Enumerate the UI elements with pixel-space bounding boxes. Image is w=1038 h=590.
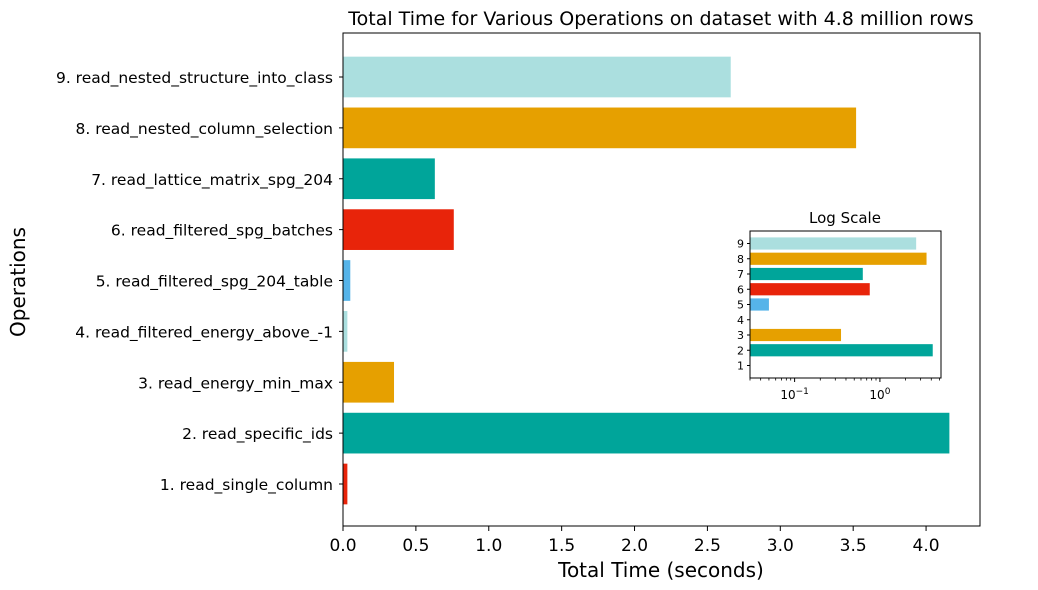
bar bbox=[343, 260, 351, 301]
y-tick-label: 2. read_specific_ids bbox=[182, 425, 333, 444]
y-tick-label: 3. read_energy_min_max bbox=[138, 374, 333, 393]
y-tick-label: 9. read_nested_structure_into_class bbox=[56, 69, 333, 88]
inset-y-tick-label: 8 bbox=[737, 253, 744, 266]
y-tick-label: 5. read_filtered_spg_204_table bbox=[96, 273, 333, 292]
inset-y-tick-label: 7 bbox=[737, 268, 744, 281]
inset-y-tick-label: 3 bbox=[737, 329, 744, 342]
y-tick-label: 4. read_filtered_energy_above_-1 bbox=[75, 323, 333, 342]
bar bbox=[343, 56, 731, 98]
y-axis-label: Operations bbox=[6, 227, 30, 337]
y-tick-label: 7. read_lattice_matrix_spg_204 bbox=[91, 171, 333, 190]
inset-bar bbox=[750, 267, 863, 281]
inset-y-tick-label: 6 bbox=[737, 283, 744, 296]
inset-y-tick-label: 9 bbox=[737, 238, 744, 251]
bar bbox=[343, 107, 857, 149]
inset-x-tick-label: 100 bbox=[869, 387, 890, 402]
x-tick-label: 0.5 bbox=[402, 536, 429, 556]
chart-title: Total Time for Various Operations on dat… bbox=[347, 8, 973, 30]
x-tick-label: 0.0 bbox=[329, 536, 356, 556]
x-tick-label: 2.5 bbox=[694, 536, 721, 556]
x-tick-label: 2.0 bbox=[621, 536, 648, 556]
plot-frame bbox=[342, 32, 981, 527]
inset-bar bbox=[750, 328, 842, 342]
bar bbox=[343, 361, 395, 403]
inset-y-tick-label: 2 bbox=[737, 344, 744, 357]
inset-bar bbox=[750, 298, 769, 311]
inset-bar bbox=[750, 252, 927, 265]
y-tick-label: 6. read_filtered_spg_batches bbox=[111, 222, 333, 241]
inset-bar bbox=[750, 344, 933, 357]
x-tick-label: 1.5 bbox=[548, 536, 575, 556]
x-tick-label: 3.5 bbox=[840, 536, 867, 556]
y-tick-label: 8. read_nested_column_selection bbox=[76, 120, 333, 139]
x-tick-label: 4.0 bbox=[913, 536, 940, 556]
x-tick-label: 3.0 bbox=[767, 536, 794, 556]
inset-x-tick-label: 10−1 bbox=[780, 387, 809, 402]
inset-y-tick-label: 1 bbox=[737, 360, 744, 373]
bar bbox=[343, 158, 435, 200]
inset-title: Log Scale bbox=[809, 209, 881, 227]
inset-frame bbox=[749, 230, 942, 379]
inset-y-tick-label: 5 bbox=[737, 299, 744, 312]
x-axis-label: Total Time (seconds) bbox=[557, 558, 764, 582]
bar bbox=[343, 412, 950, 454]
bar bbox=[343, 463, 348, 505]
x-tick-label: 1.0 bbox=[475, 536, 502, 556]
main-plot: 1. read_single_column 2. read_specific_id… bbox=[56, 32, 981, 556]
bar bbox=[343, 311, 348, 352]
inset-bar bbox=[750, 283, 870, 296]
inset-y-tick-label: 4 bbox=[737, 314, 744, 327]
y-tick-label: 1. read_single_column bbox=[160, 476, 333, 495]
inset-plot: Log Scale 1 2 3 4 5 6 7 8 9 10−1 100 bbox=[737, 209, 942, 402]
inset-bar bbox=[750, 237, 917, 250]
bar bbox=[343, 209, 454, 250]
